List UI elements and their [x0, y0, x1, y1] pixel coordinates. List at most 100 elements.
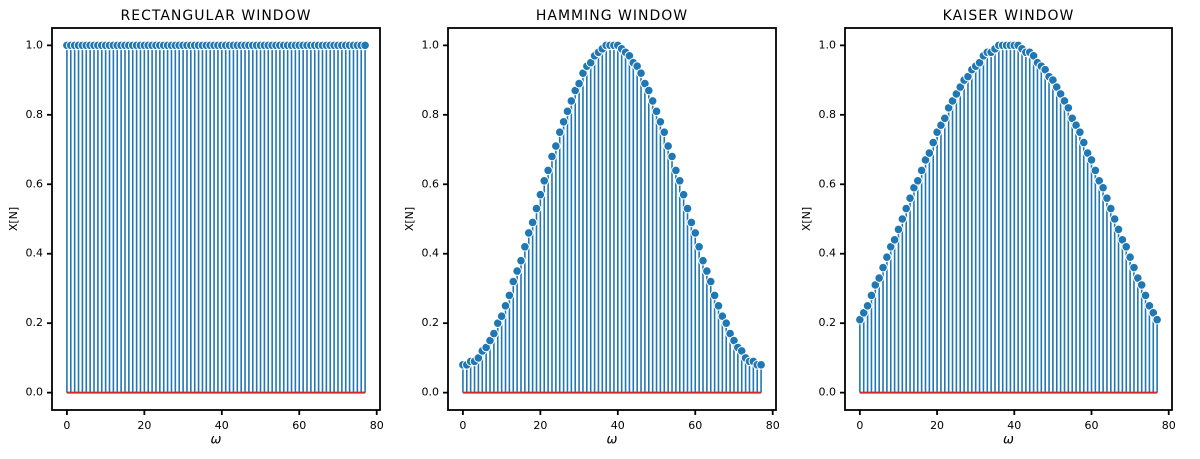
- marker: [1063, 103, 1074, 113]
- x-tick-label: 40: [1007, 419, 1021, 432]
- marker: [531, 203, 542, 214]
- y-tick-label: 0.4: [422, 247, 440, 260]
- subplot-title: HAMMING WINDOW: [536, 8, 688, 24]
- marker: [543, 165, 553, 176]
- marker: [1078, 137, 1089, 148]
- marker: [562, 106, 573, 117]
- axes-frame: [844, 27, 1173, 411]
- x-axis-label: ω: [211, 433, 222, 448]
- x-tick-label: 40: [611, 419, 625, 432]
- marker: [702, 266, 712, 276]
- y-tick-label: 1.0: [26, 38, 44, 51]
- axes-frame: [447, 27, 777, 411]
- x-tick-label: 20: [137, 419, 151, 432]
- marker: [1140, 290, 1151, 301]
- marker: [535, 189, 546, 200]
- x-tick-label: 60: [1085, 419, 1099, 432]
- marker: [694, 241, 704, 252]
- marker: [1125, 252, 1135, 263]
- marker: [574, 78, 584, 89]
- marker: [1075, 127, 1085, 137]
- y-tick-label: 0.8: [819, 108, 837, 121]
- marker: [721, 318, 732, 328]
- x-axis-label: ω: [607, 433, 618, 448]
- marker: [928, 137, 939, 148]
- marker: [674, 176, 685, 186]
- x-tick-label: 60: [292, 419, 306, 432]
- marker: [1102, 193, 1112, 203]
- marker: [500, 301, 511, 311]
- y-tick-label: 0.2: [26, 316, 44, 329]
- marker: [866, 290, 877, 301]
- marker: [651, 106, 662, 117]
- y-tick-label: 0.2: [819, 316, 837, 329]
- y-tick-label: 0.0: [422, 386, 440, 399]
- marker: [901, 203, 911, 214]
- marker: [912, 176, 923, 186]
- subplot-title: RECTANGULAR WINDOW: [121, 8, 312, 24]
- y-tick-label: 1.0: [819, 38, 837, 51]
- x-axis-label: ω: [1003, 433, 1014, 448]
- marker: [539, 176, 550, 186]
- y-axis-label: X[N]: [800, 207, 813, 231]
- marker: [551, 141, 561, 151]
- y-tick-label: 0.4: [819, 247, 837, 260]
- marker: [512, 266, 522, 276]
- marker: [905, 193, 915, 203]
- marker: [1113, 224, 1124, 235]
- marker: [566, 96, 577, 106]
- marker: [508, 276, 519, 287]
- marker: [527, 217, 538, 228]
- marker: [924, 148, 935, 158]
- marker: [889, 235, 900, 245]
- marker: [496, 311, 507, 322]
- marker: [636, 68, 646, 78]
- x-tick-label: 0: [63, 419, 70, 432]
- marker: [523, 228, 534, 238]
- marker: [663, 141, 673, 151]
- x-tick-label: 80: [370, 419, 384, 432]
- marker: [554, 127, 565, 137]
- marker: [874, 273, 884, 283]
- marker: [671, 165, 681, 176]
- marker: [939, 113, 950, 124]
- marker: [655, 116, 666, 127]
- marker: [893, 224, 904, 235]
- marker: [1086, 155, 1097, 165]
- y-tick-label: 0.6: [422, 177, 440, 190]
- marker: [1098, 182, 1108, 193]
- y-tick-label: 0.0: [819, 386, 837, 399]
- marker: [1109, 214, 1120, 224]
- marker: [504, 290, 515, 301]
- y-tick-label: 0.8: [26, 108, 44, 121]
- marker: [558, 116, 569, 127]
- marker: [360, 40, 370, 51]
- y-axis-label: X[N]: [7, 207, 20, 231]
- y-tick-label: 0.0: [26, 386, 44, 399]
- marker: [1106, 203, 1116, 214]
- marker: [698, 255, 708, 266]
- y-tick-label: 1.0: [422, 38, 440, 51]
- x-tick-label: 20: [533, 419, 547, 432]
- marker: [882, 252, 892, 263]
- x-tick-label: 0: [856, 419, 863, 432]
- marker: [686, 217, 697, 228]
- marker: [1136, 280, 1147, 290]
- x-tick-label: 80: [766, 419, 780, 432]
- marker: [659, 127, 670, 137]
- marker: [705, 276, 716, 287]
- marker: [1090, 165, 1101, 176]
- marker: [643, 85, 654, 96]
- marker: [897, 214, 908, 224]
- marker: [1121, 241, 1132, 252]
- marker: [916, 165, 927, 176]
- marker: [682, 203, 693, 214]
- marker: [516, 255, 526, 266]
- marker: [709, 290, 720, 301]
- marker: [756, 360, 766, 370]
- marker: [547, 151, 557, 162]
- x-tick-label: 0: [459, 419, 466, 432]
- y-tick-label: 0.8: [422, 108, 440, 121]
